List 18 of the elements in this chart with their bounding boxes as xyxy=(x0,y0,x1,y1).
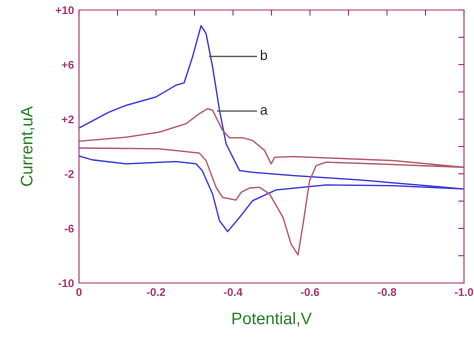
y-tick-label: -2 xyxy=(64,170,74,178)
x-tick-label: -1.0 xyxy=(454,288,474,296)
line-series xyxy=(79,108,464,256)
x-tick-label: -0.8 xyxy=(378,288,396,296)
x-axis-title: Potential,V xyxy=(232,312,312,326)
y-tick-label: +6 xyxy=(62,60,74,69)
x-tick-label: -0.2 xyxy=(146,288,166,296)
x-tick-label: -0.4 xyxy=(224,288,243,296)
line-series xyxy=(79,25,464,232)
y-tick-label: -6 xyxy=(64,224,74,233)
x-tick-label: -0.6 xyxy=(300,288,320,296)
y-tick-label: +10 xyxy=(56,6,74,14)
annotation: a xyxy=(260,107,268,115)
annotation: b xyxy=(260,50,268,60)
x-tick-label: 0 xyxy=(76,288,82,296)
y-tick-label: +2 xyxy=(62,115,74,124)
y-tick-label: -10 xyxy=(58,279,74,288)
y-axis-title: Current,uA xyxy=(20,106,35,186)
